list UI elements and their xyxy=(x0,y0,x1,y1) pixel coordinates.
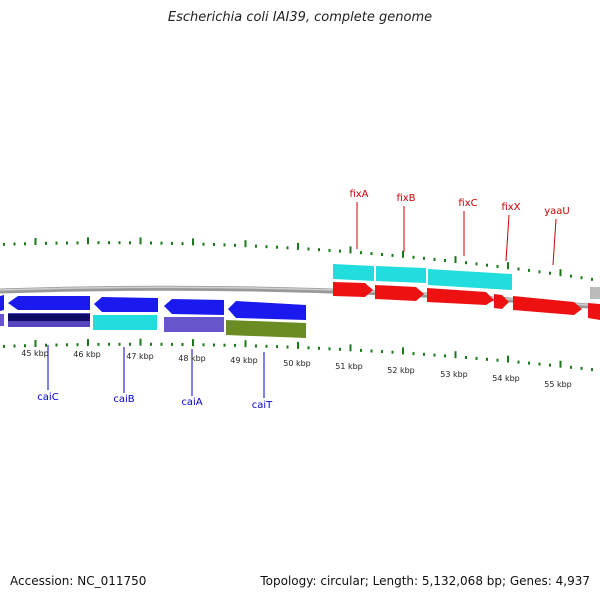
gene-arrow xyxy=(164,299,224,315)
left-gene-track-lower xyxy=(0,313,306,338)
kbp-label: 46 kbp xyxy=(73,350,101,359)
kbp-label: 47 kbp xyxy=(126,352,154,361)
gene-arrow xyxy=(228,301,306,320)
gene-block-caiT xyxy=(226,320,306,338)
gene-arrow xyxy=(94,297,158,312)
gene-block-caiB xyxy=(93,315,157,330)
gene-label-caiT: caiT xyxy=(252,400,273,411)
kbp-label: 51 kbp xyxy=(335,362,363,371)
kbp-label: 50 kbp xyxy=(283,359,311,368)
gene-block-fixB xyxy=(376,266,426,283)
gene-arrow-fixC xyxy=(427,288,494,305)
gene-label-yaaU: yaaU xyxy=(544,206,570,217)
gene-block-caiC-inner xyxy=(8,314,90,321)
lower-gene-labels: caiC caiB caiA caiT xyxy=(37,345,273,411)
gene-label-caiA: caiA xyxy=(181,397,202,408)
kbp-label: 55 kbp xyxy=(544,380,572,389)
top-tick-marks xyxy=(3,237,593,281)
gene-arrow-fixX xyxy=(494,294,509,309)
kbp-label: 48 kbp xyxy=(178,354,206,363)
gene-arrow xyxy=(0,295,4,311)
kbp-label: 45 kbp xyxy=(21,349,49,358)
kbp-label: 54 kbp xyxy=(492,374,520,383)
gene-label-fixB: fixB xyxy=(396,193,415,204)
bottom-tick-marks xyxy=(3,338,593,372)
gene-block-caiA xyxy=(164,317,224,332)
gene-label-fixA: fixA xyxy=(349,189,368,200)
right-gene-track-upper xyxy=(333,264,512,290)
gene-block-fixC xyxy=(428,269,512,290)
gene-label-caiB: caiB xyxy=(113,394,134,405)
gene-label-fixX: fixX xyxy=(501,202,520,213)
kbp-label: 52 kbp xyxy=(387,366,415,375)
gene-arrow xyxy=(8,296,90,310)
gene-block xyxy=(590,287,600,299)
gene-block xyxy=(0,314,4,326)
gene-block-fixA xyxy=(333,264,374,281)
kbp-label: 49 kbp xyxy=(230,356,258,365)
genome-summary-text: Topology: circular; Length: 5,132,068 bp… xyxy=(260,574,590,588)
upper-gene-labels: fixA fixB fixC fixX yaaU xyxy=(349,189,570,266)
left-gene-track-upper xyxy=(0,295,306,320)
gene-arrow-yaaU xyxy=(513,296,582,315)
gene-arrow-fixA xyxy=(333,282,373,297)
kbp-labels: 45 kbp 46 kbp 47 kbp 48 kbp 49 kbp 50 kb… xyxy=(21,349,572,389)
gene-arrow-fixB xyxy=(375,285,424,301)
gene-arrow xyxy=(588,303,600,320)
gene-label-fixC: fixC xyxy=(458,198,477,209)
genome-title: Escherichia coli IAI39, complete genome xyxy=(167,10,433,25)
accession-text: Accession: NC_011750 xyxy=(10,574,147,588)
kbp-label: 53 kbp xyxy=(440,370,468,379)
gene-label-caiC: caiC xyxy=(37,392,58,403)
right-gene-track-lower xyxy=(333,282,600,320)
